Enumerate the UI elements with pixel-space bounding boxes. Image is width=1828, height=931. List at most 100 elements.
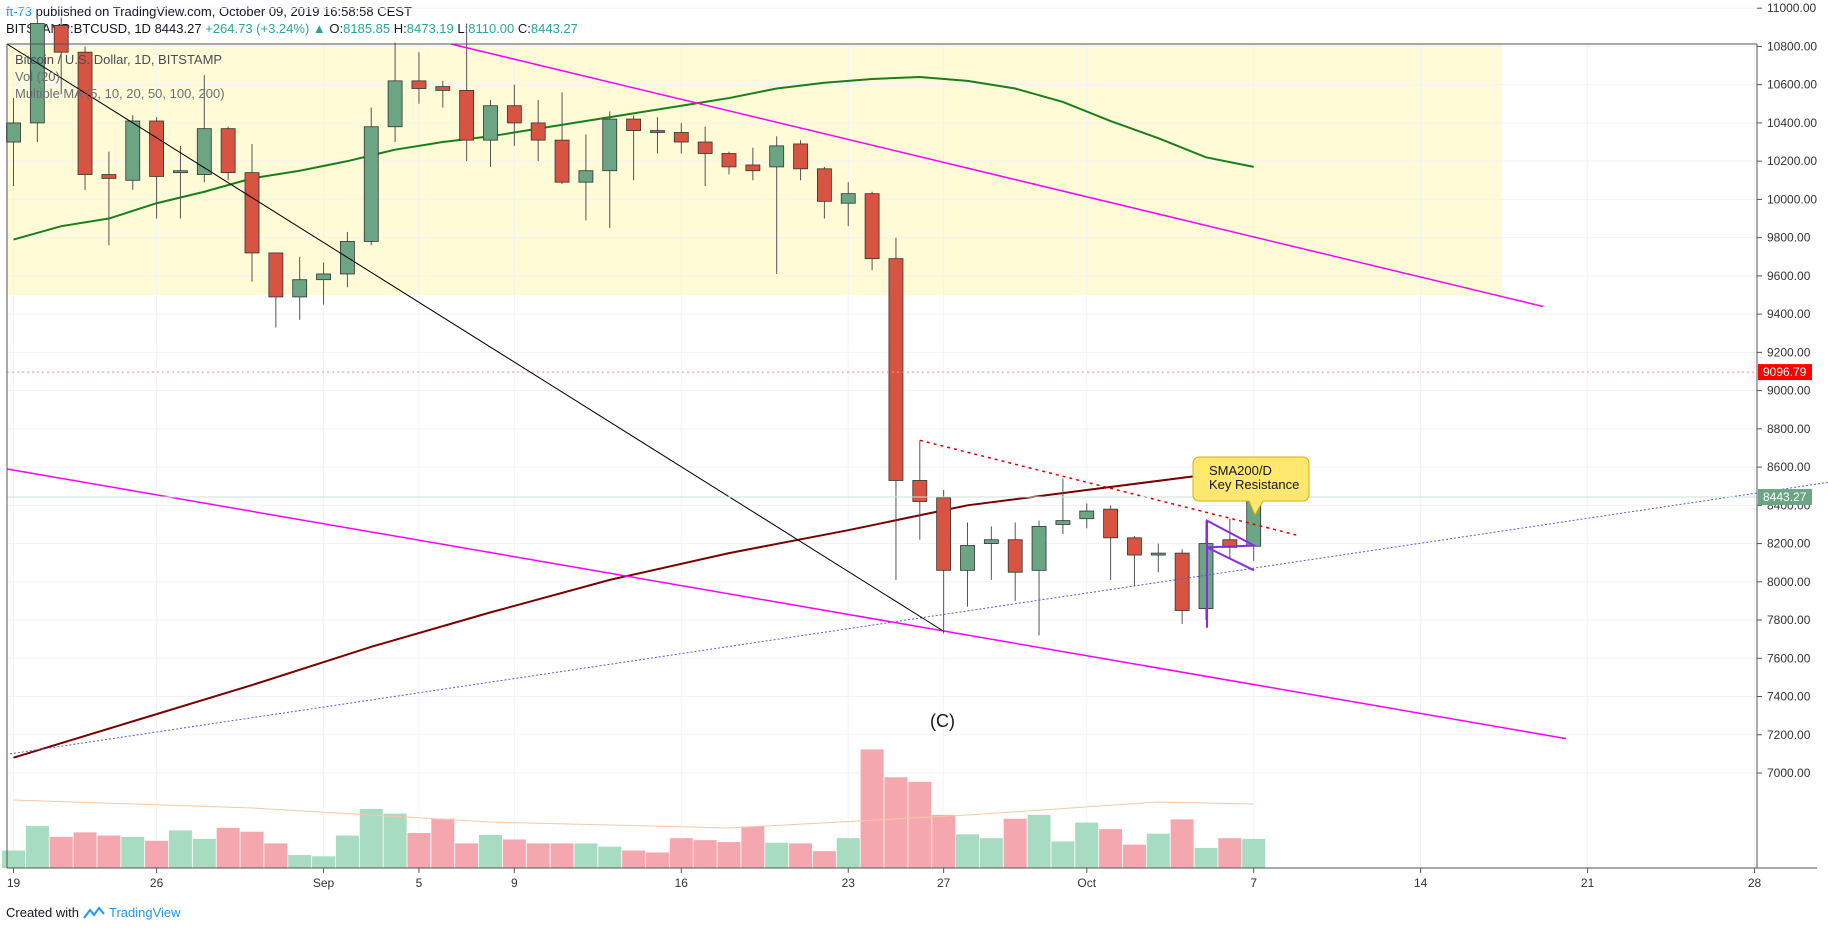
candle [316, 262, 331, 305]
volume-bar [359, 809, 383, 868]
candle [1222, 518, 1238, 559]
volume-bar [192, 838, 216, 868]
candle-body [6, 122, 21, 143]
candle [554, 92, 570, 185]
candle-body [530, 122, 546, 141]
volume-bar [1099, 829, 1123, 868]
volume-bar [288, 855, 312, 868]
callout-text-line1: SMA200/D [1209, 463, 1272, 478]
candle [602, 111, 618, 229]
x-tick-label: 21 [1581, 876, 1595, 890]
x-tick-label: 9 [511, 876, 518, 890]
candle-body [912, 480, 928, 502]
y-tick-label: 7400.00 [1767, 690, 1811, 704]
candle [77, 46, 93, 190]
volume-bar [73, 832, 97, 868]
x-tick-label: 7 [1250, 876, 1257, 890]
x-tick-label: 23 [842, 876, 856, 890]
candle-body [888, 258, 904, 481]
y-tick-label: 7000.00 [1767, 766, 1811, 780]
tradingview-brand[interactable]: TradingView [108, 905, 181, 920]
open-value: 8185.85 [343, 21, 391, 36]
volume-bar [598, 846, 622, 868]
candle-body [626, 118, 641, 131]
y-tick-label: 10000.00 [1767, 192, 1817, 206]
volume-bar [216, 827, 240, 868]
x-tick-label: Sep [313, 876, 335, 890]
candle [101, 151, 117, 246]
candle [292, 256, 308, 320]
candle [912, 440, 928, 540]
x-tick-label: 27 [937, 876, 951, 890]
x-tick-label: 5 [416, 876, 423, 890]
candle-body [650, 130, 665, 133]
volume-bar [860, 749, 884, 868]
volume-bar [765, 842, 789, 868]
descending-resistance-line [919, 439, 1301, 537]
candle-body [29, 23, 45, 124]
candle-body [53, 25, 69, 53]
candle-body [1174, 552, 1190, 611]
candle [745, 147, 761, 181]
y-tick-label: 9000.00 [1767, 384, 1811, 398]
close-value: 8443.27 [530, 21, 578, 36]
candle-body [745, 164, 761, 172]
callout-bubble [1192, 456, 1310, 517]
candle-body [1127, 537, 1142, 556]
candle-body [316, 273, 331, 281]
volume-bar [145, 840, 169, 868]
candle-body [817, 168, 832, 202]
candle [530, 99, 546, 162]
tradingview-logo-icon [83, 906, 105, 919]
candle [268, 252, 284, 328]
candle-body [244, 172, 260, 254]
candle-body [960, 545, 975, 571]
volume-bar [383, 813, 407, 868]
alert-price-label: 9096.79 [1763, 365, 1807, 379]
volume-bar [1027, 814, 1051, 868]
volume-bar [741, 826, 765, 868]
volume-ma-line [13, 799, 1254, 829]
candle [506, 84, 522, 146]
legend-symbol: Bitcoin / U.S. Dollar, 1D, BITSTAMP [15, 52, 222, 67]
upper-channel-line [450, 43, 1544, 308]
volume-bar [836, 838, 860, 868]
candle [817, 166, 832, 219]
x-tick-label: 14 [1414, 876, 1428, 890]
candle-body [1103, 508, 1118, 539]
candle-body [864, 193, 880, 260]
candle-body [769, 145, 785, 168]
candle-body [793, 143, 808, 170]
candle [149, 117, 165, 219]
x-tick-label: 16 [675, 876, 689, 890]
y-tick-label: 10400.00 [1767, 116, 1817, 130]
candle [673, 122, 689, 154]
candle [363, 107, 379, 246]
candle-body [363, 126, 379, 242]
volume-bar [25, 825, 49, 868]
y-tick-label: 10800.00 [1767, 39, 1817, 53]
volume-bar [956, 834, 979, 868]
candle [936, 490, 952, 634]
volume-bar [335, 835, 359, 868]
y-tick-label: 9800.00 [1767, 231, 1811, 245]
volume-bar [1170, 819, 1194, 868]
y-tick-label: 7800.00 [1767, 613, 1811, 627]
candle-body [721, 153, 737, 168]
candle-body [268, 252, 284, 298]
volume-bar [1218, 838, 1242, 868]
candle [697, 126, 713, 187]
candle-body [554, 139, 570, 183]
candle-body [936, 497, 952, 571]
price-change: +264.73 (+3.24%) [205, 21, 310, 36]
candle [173, 145, 188, 219]
candle [626, 115, 641, 181]
candle [53, 17, 69, 95]
high-label: H: [393, 21, 407, 36]
y-tick-label: 11000.00 [1767, 1, 1816, 15]
candle [1150, 543, 1166, 573]
candle [1079, 503, 1095, 529]
candle [840, 182, 856, 227]
candle-body [673, 132, 689, 143]
